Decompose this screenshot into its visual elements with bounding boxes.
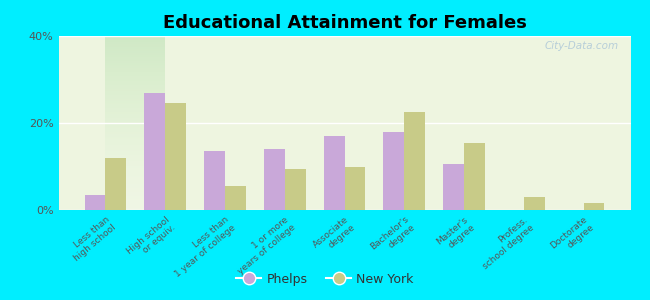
Bar (144, 93, 165, 210)
Bar (443, 164, 464, 210)
Bar (225, 186, 246, 210)
Bar (285, 169, 306, 210)
Bar (404, 112, 425, 210)
Text: City-Data.com: City-Data.com (545, 41, 619, 51)
Bar (105, 158, 126, 210)
Bar (264, 149, 285, 210)
Bar (524, 197, 545, 210)
Legend: Phelps, New York: Phelps, New York (231, 268, 419, 291)
Bar (344, 167, 365, 210)
Bar (204, 151, 225, 210)
Bar (584, 203, 605, 210)
Bar (464, 142, 485, 210)
Bar (384, 132, 404, 210)
Bar (165, 103, 186, 210)
Title: Educational Attainment for Females: Educational Attainment for Females (162, 14, 526, 32)
Bar (324, 136, 344, 210)
Bar (84, 195, 105, 210)
